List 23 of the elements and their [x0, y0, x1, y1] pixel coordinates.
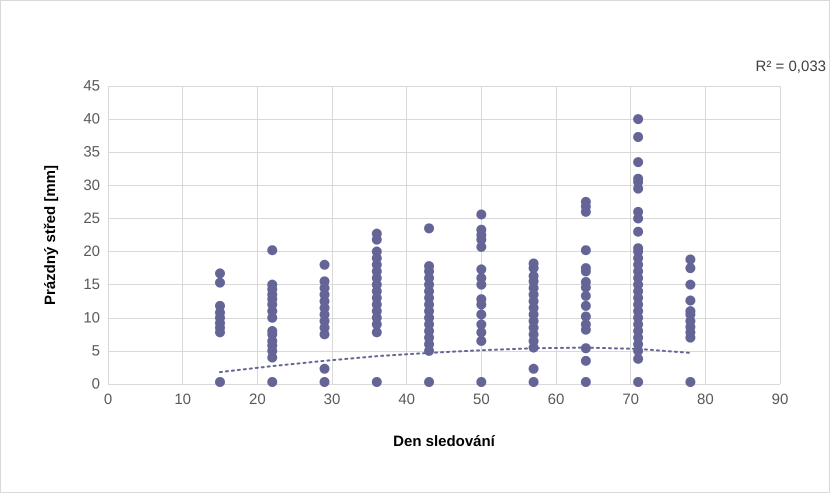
x-tick-label: 10: [174, 391, 192, 408]
y-axis-title: Prázdný střed [mm]: [42, 164, 59, 306]
x-tick-label: 40: [398, 391, 416, 408]
x-tick-label: 50: [472, 391, 490, 408]
y-tick-label: 30: [83, 176, 100, 194]
y-tick-label: 20: [83, 243, 100, 260]
x-tick-label: 80: [696, 391, 714, 408]
x-tick-label: 30: [324, 391, 340, 408]
y-tick-label: 25: [83, 210, 100, 227]
y-tick-label: 15: [83, 276, 100, 294]
x-tick-label: 90: [772, 391, 788, 408]
text: R² = 0,033: [756, 58, 826, 75]
y-tick-label: 45: [83, 78, 100, 94]
x-tick-label: 0: [104, 391, 112, 408]
x-tick-label: 70: [622, 391, 640, 408]
y-tick-label: 35: [83, 144, 100, 161]
y-tick-label: 0: [92, 376, 100, 392]
x-tick-label: 20: [248, 391, 266, 408]
x-tick-label: 60: [548, 391, 564, 408]
y-tick-label: 40: [83, 110, 100, 128]
y-tick-label: 5: [92, 342, 100, 360]
y-tick-label: 10: [83, 309, 100, 326]
x-axis-title: Den sledování: [393, 433, 496, 450]
